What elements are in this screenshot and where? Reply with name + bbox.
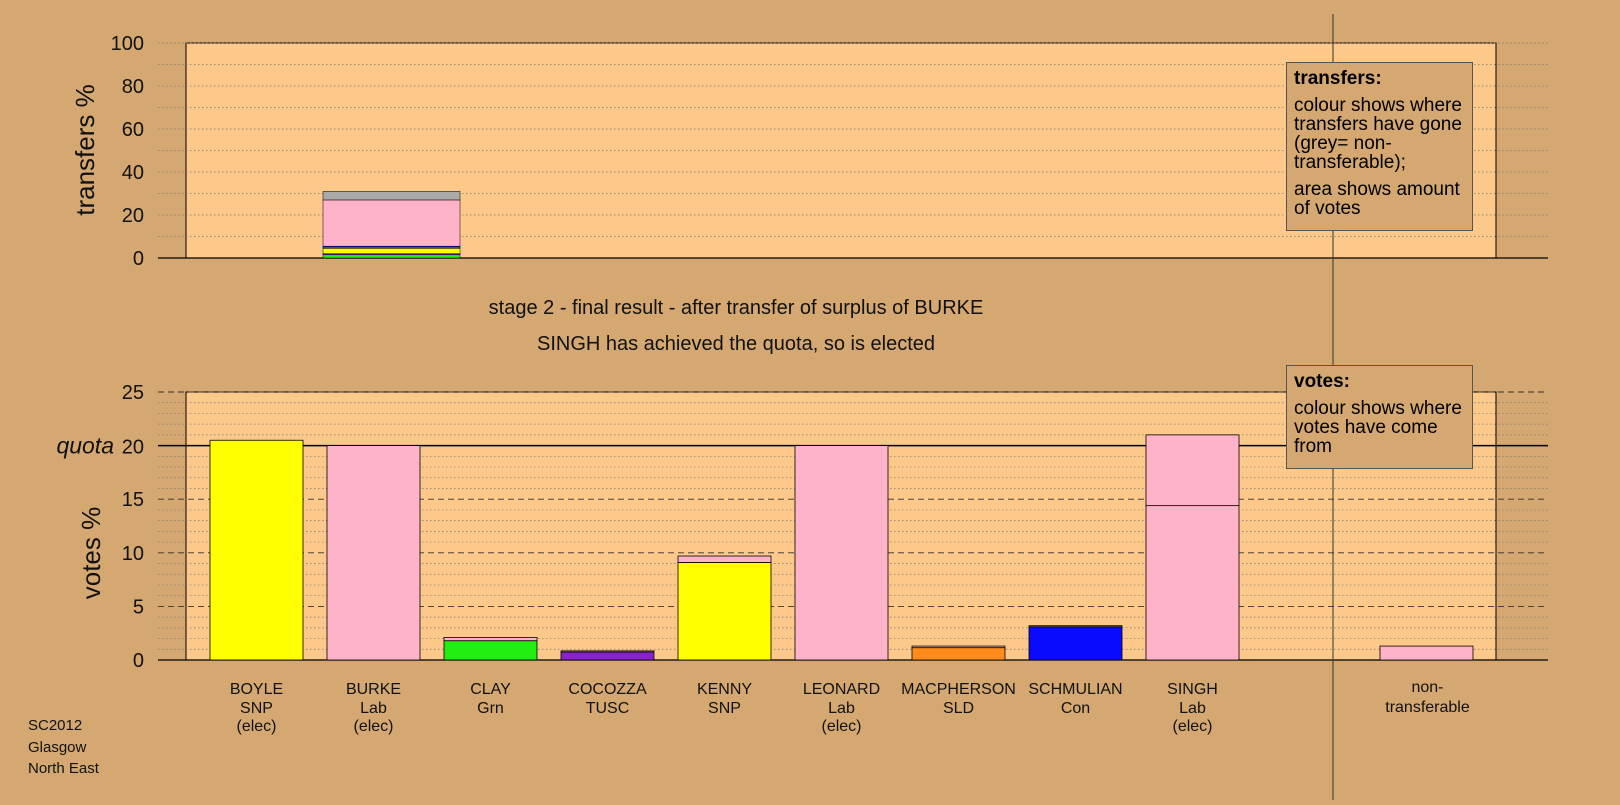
candidate-name-label: SINGH [1167, 681, 1218, 698]
vote-bar-segment-schmulian [1028, 626, 1123, 661]
candidate-status-label: (elec) [1172, 718, 1212, 735]
quota-label: quota [56, 433, 114, 459]
transfers-bar-segment [322, 248, 461, 254]
quota-value-label: 20 [122, 437, 144, 459]
candidate-party-label: Lab [360, 700, 387, 717]
votes-ylabel: votes % [76, 507, 106, 600]
votes-legend: votes: colour shows where votes have com… [1286, 365, 1473, 469]
votes-legend-line1: colour shows where votes have come from [1294, 398, 1462, 457]
candidate-party-label: Grn [477, 700, 504, 717]
candidate-party-label: SNP [240, 700, 273, 717]
votes-ytick-label: 0 [133, 650, 144, 672]
candidate-party-label: SNP [708, 700, 741, 717]
vote-bar-segment-kenny [677, 555, 772, 563]
non-transferable-label-1: non- [1411, 679, 1443, 696]
candidate-party-label: Con [1061, 700, 1090, 717]
candidate-name-label: BURKE [346, 681, 401, 698]
vote-bar-segment-singh [1145, 505, 1240, 661]
candidate-name-label: SCHMULIAN [1028, 681, 1122, 698]
vote-bar-segment-kenny [677, 562, 772, 661]
candidate-name-label: KENNY [697, 681, 752, 698]
votes-legend-title: votes: [1294, 371, 1350, 392]
candidate-name-label: LEONARD [803, 681, 880, 698]
footer-line3: North East [28, 760, 99, 777]
votes-ytick-label: 15 [122, 489, 144, 511]
transfers-ytick-label: 80 [122, 76, 144, 98]
vote-bar-segment-macpherson [911, 647, 1006, 661]
vote-bar-segment-cocozza [560, 650, 655, 653]
candidate-name-label: COCOZZA [568, 681, 647, 698]
vote-bar-segment-burke [326, 445, 421, 661]
candidate-name-label: MACPHERSON [901, 681, 1016, 698]
vote-bar-segment-singh [1145, 434, 1240, 507]
candidate-status-label: (elec) [821, 718, 861, 735]
votes-ytick-label: 25 [122, 382, 144, 404]
transfers-legend-line1: colour shows where transfers have gone (… [1294, 95, 1462, 173]
footer-line1: SC2012 [28, 717, 83, 734]
candidate-name-label: CLAY [470, 681, 511, 698]
transfers-bar-segment [322, 199, 461, 247]
footer-line2: Glasgow [28, 739, 87, 756]
vote-bar-segment-clay [443, 637, 538, 642]
candidate-party-label: Lab [1179, 700, 1206, 717]
votes-ytick-label: 10 [122, 543, 144, 565]
vote-bar-segment-boyle [209, 439, 304, 661]
result-caption: SINGH has achieved the quota, so is elec… [536, 333, 935, 355]
transfers-ytick-label: 60 [122, 119, 144, 141]
transfers-ylabel: transfers % [70, 84, 100, 216]
vote-bar-segment-clay [443, 640, 538, 661]
candidate-party-label: Lab [828, 700, 855, 717]
transfers-legend: transfers: colour shows where transfers … [1286, 62, 1473, 231]
candidate-party-label: TUSC [586, 700, 630, 717]
vote-bar-segment-macpherson [911, 645, 1006, 649]
non-transferable-label-2: transferable [1385, 699, 1470, 716]
transfers-ytick-label: 0 [133, 248, 144, 270]
transfers-ytick-label: 100 [111, 33, 144, 55]
vote-bar-segment-leonard [794, 445, 889, 661]
candidate-party-label: SLD [943, 700, 974, 717]
transfers-bar-segment [322, 254, 461, 259]
transfers-legend-line2: area shows amount of votes [1294, 179, 1460, 219]
candidate-status-label: (elec) [236, 718, 276, 735]
vote-bar-segment-schmulian [1028, 625, 1123, 628]
candidate-status-label: (elec) [353, 718, 393, 735]
transfers-ytick-label: 40 [122, 162, 144, 184]
votes-ytick-label: 5 [133, 596, 144, 618]
transfers-ytick-label: 20 [122, 205, 144, 227]
transfers-legend-title: transfers: [1294, 68, 1382, 89]
transfers-bar-segment [322, 191, 461, 201]
candidate-name-label: BOYLE [230, 681, 283, 698]
non-transferable-bar [1379, 645, 1474, 661]
vote-bar-segment-cocozza [560, 651, 655, 661]
stage-caption: stage 2 - final result - after transfer … [488, 297, 984, 319]
